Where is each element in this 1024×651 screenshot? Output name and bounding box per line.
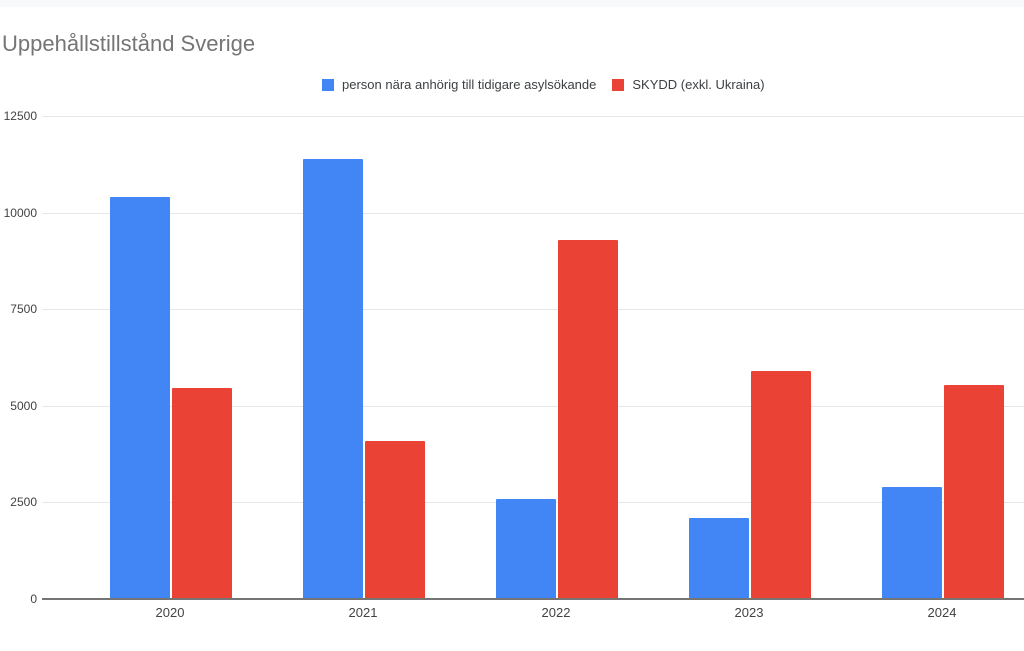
- gridline: [42, 406, 1024, 407]
- chart-legend: person nära anhörig till tidigare asylsö…: [322, 77, 765, 92]
- x-axis-tick-label: 2024: [927, 605, 957, 620]
- x-axis-baseline: [42, 598, 1024, 600]
- bar-2020-red: [172, 388, 232, 598]
- bar-2021-blue: [303, 158, 363, 598]
- x-axis-tick-label: 2022: [541, 605, 571, 620]
- bar-2020-blue: [110, 197, 170, 598]
- red-square-icon: [612, 78, 625, 91]
- bar-2023-red: [751, 371, 811, 598]
- bar-2024-blue: [882, 486, 942, 598]
- legend-label-anhorig: person nära anhörig till tidigare asylsö…: [342, 77, 597, 92]
- blue-square-icon: [322, 78, 334, 91]
- x-axis-tick-label: 2020: [155, 605, 185, 620]
- legend-item-anhorig: person nära anhörig till tidigare asylsö…: [322, 77, 596, 92]
- bar-2024-red: [944, 384, 1004, 598]
- gridline: [42, 309, 1024, 310]
- legend-label-skydd: SKYDD (exkl. Ukraina): [632, 77, 765, 92]
- y-axis-tick-label: 5000: [10, 398, 37, 413]
- bar-2021-red: [365, 440, 425, 598]
- top-strip: [0, 0, 1024, 7]
- x-axis-tick-label: 2021: [348, 605, 378, 620]
- bar-2022-red: [558, 239, 618, 598]
- bar-2023-blue: [689, 517, 749, 598]
- chart-title: Uppehållstillstånd Sverige: [2, 31, 256, 56]
- gridline: [42, 213, 1024, 214]
- bar-2022-blue: [496, 498, 556, 598]
- legend-item-skydd: SKYDD (exkl. Ukraina): [612, 77, 765, 92]
- x-axis-tick-label: 2023: [734, 605, 764, 620]
- gridline: [42, 116, 1024, 117]
- y-axis-tick-label: 10000: [3, 205, 37, 220]
- y-axis-tick-label: 0: [30, 592, 37, 606]
- y-axis-tick-label: 12500: [3, 109, 37, 123]
- y-axis-tick-label: 7500: [10, 302, 37, 317]
- y-axis-tick-label: 2500: [10, 495, 37, 510]
